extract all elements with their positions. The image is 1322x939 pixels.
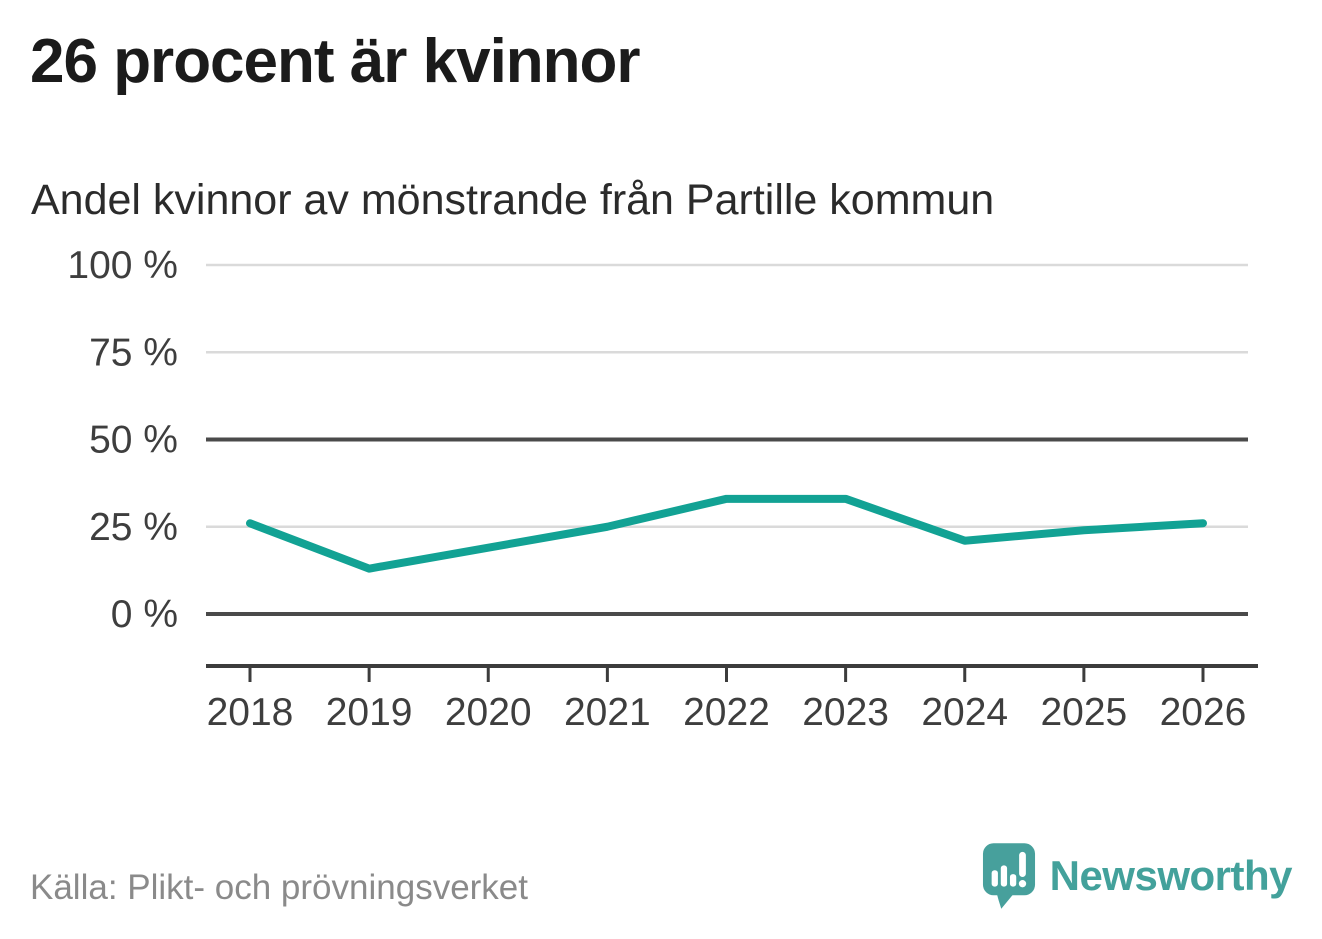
x-axis-tick-label: 2025 <box>1040 691 1127 734</box>
chart-subtitle: Andel kvinnor av mönstrande från Partill… <box>31 176 995 224</box>
data-line <box>246 494 1207 573</box>
x-axis-tick-label: 2022 <box>683 691 770 734</box>
y-axis-tick-label: 100 % <box>67 244 178 287</box>
brand-name: Newsworthy <box>1049 852 1293 899</box>
x-axis-tick-label: 2026 <box>1160 691 1247 734</box>
page-title: 26 procent är kvinnor <box>30 27 641 96</box>
y-axis-tick-label: 50 % <box>89 419 178 462</box>
x-axis-tick-label: 2018 <box>207 691 294 734</box>
speech-bubble-bar-chart-icon <box>982 843 1035 909</box>
x-axis-tick-label: 2020 <box>445 691 532 734</box>
x-axis-tick-label: 2021 <box>564 691 651 734</box>
x-axis-tick-label: 2024 <box>921 691 1008 734</box>
source-note: Källa: Plikt- och prövningsverket <box>30 868 528 907</box>
x-axis-tick-label: 2019 <box>326 691 413 734</box>
y-axis-tick-label: 0 % <box>111 593 178 636</box>
y-axis-tick-label: 75 % <box>89 331 178 374</box>
x-axis-tick-label: 2023 <box>802 691 889 734</box>
y-axis-tick-label: 25 % <box>89 506 178 549</box>
newsworthy-logo: Newsworthy <box>982 842 1293 910</box>
